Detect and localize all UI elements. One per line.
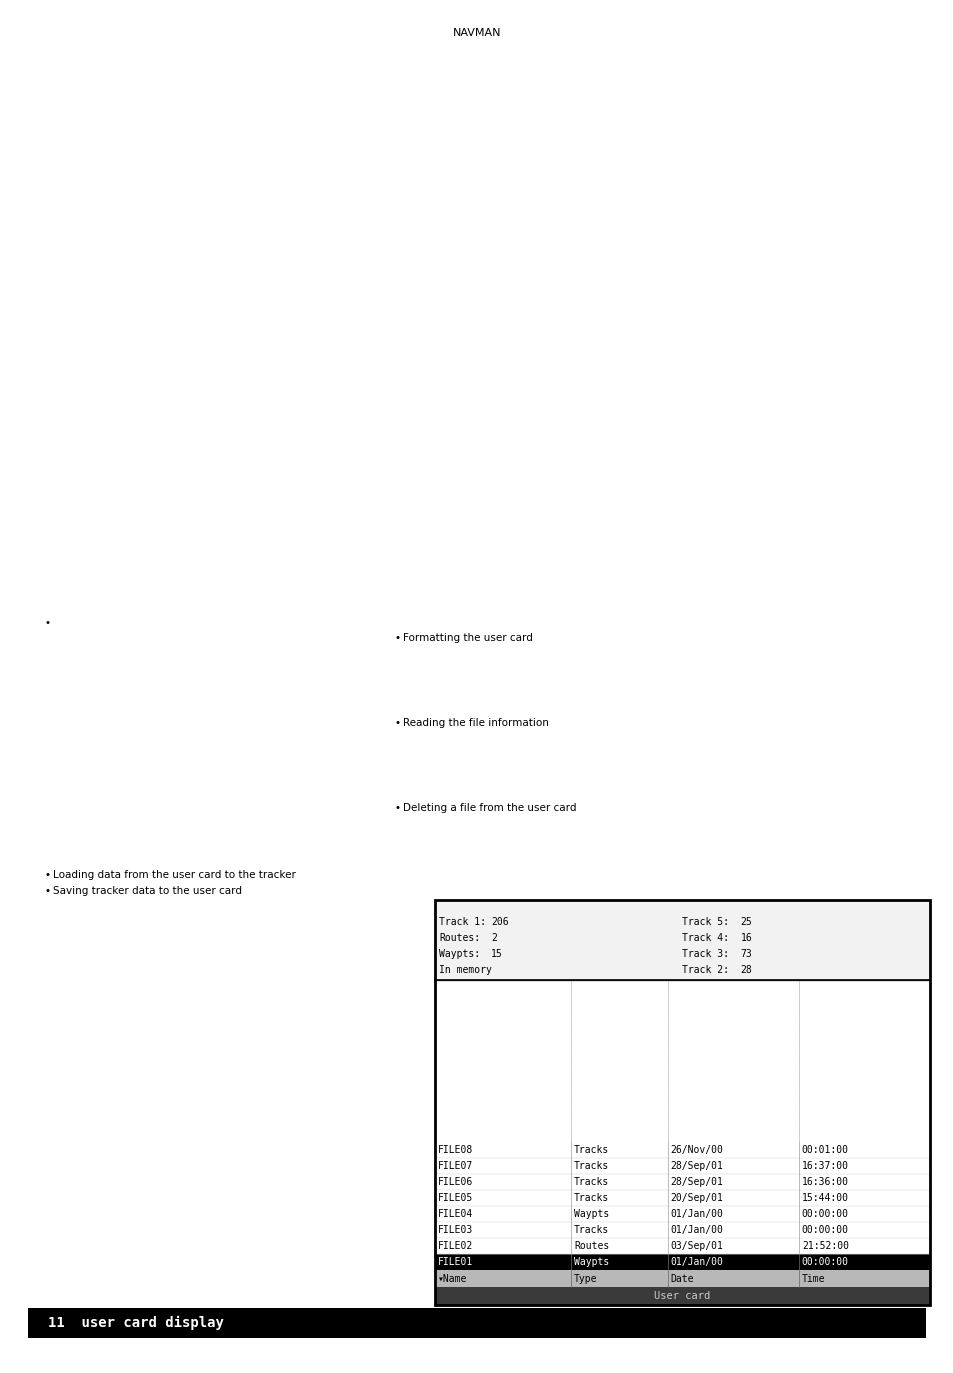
Text: FILE06: FILE06 (437, 1177, 473, 1188)
Text: Formatting the user card: Formatting the user card (402, 633, 533, 643)
Text: 73: 73 (740, 949, 752, 958)
Text: ▾Name: ▾Name (437, 1274, 467, 1284)
Text: Tracks: Tracks (574, 1177, 609, 1188)
Text: Loading data from the user card to the tracker: Loading data from the user card to the t… (53, 870, 295, 880)
Text: Reading the file information: Reading the file information (402, 718, 548, 728)
Text: 16: 16 (740, 934, 752, 943)
Text: Routes:: Routes: (438, 934, 479, 943)
Text: •: • (45, 618, 51, 627)
Bar (435, 1190, 929, 1205)
Text: FILE04: FILE04 (437, 1210, 473, 1219)
Text: Track 5:: Track 5: (681, 917, 729, 927)
Text: Tracks: Tracks (574, 1225, 609, 1234)
Text: •: • (45, 870, 51, 880)
Text: 16:36:00: 16:36:00 (801, 1177, 848, 1188)
Bar (435, 1070, 929, 1087)
Text: 15: 15 (491, 949, 502, 958)
Text: FILE02: FILE02 (437, 1241, 473, 1251)
Text: 28/Sep/01: 28/Sep/01 (670, 1177, 722, 1188)
Bar (435, 1174, 929, 1190)
Text: Track 2:: Track 2: (681, 965, 729, 975)
Text: 2: 2 (491, 934, 497, 943)
Bar (435, 1205, 929, 1222)
Text: 25: 25 (740, 917, 752, 927)
Bar (435, 1254, 929, 1270)
Bar (435, 1016, 929, 1034)
Bar (435, 899, 929, 980)
Text: Waypts: Waypts (574, 1210, 609, 1219)
Text: Saving tracker data to the user card: Saving tracker data to the user card (53, 886, 242, 897)
Text: FILE05: FILE05 (437, 1193, 473, 1203)
Bar (435, 899, 929, 1304)
Bar (435, 1287, 929, 1304)
Text: FILE08: FILE08 (437, 1145, 473, 1155)
Text: 26/Nov/00: 26/Nov/00 (670, 1145, 722, 1155)
Text: Deleting a file from the user card: Deleting a file from the user card (402, 803, 576, 813)
Bar (435, 1087, 929, 1107)
Text: Tracks: Tracks (574, 1193, 609, 1203)
Text: 15:44:00: 15:44:00 (801, 1193, 848, 1203)
Bar (435, 1270, 929, 1287)
Bar (435, 1052, 929, 1070)
Text: 21:52:00: 21:52:00 (801, 1241, 848, 1251)
Bar (435, 1107, 929, 1124)
Text: Routes: Routes (574, 1241, 609, 1251)
Text: FILE01: FILE01 (437, 1258, 473, 1267)
Text: Time: Time (801, 1274, 824, 1284)
Text: Tracks: Tracks (574, 1162, 609, 1171)
Text: Track 1:: Track 1: (438, 917, 485, 927)
Bar (435, 998, 929, 1016)
Text: FILE07: FILE07 (437, 1162, 473, 1171)
Bar (28, 1308, 925, 1339)
Bar (435, 1157, 929, 1174)
Text: Type: Type (574, 1274, 597, 1284)
Text: 28/Sep/01: 28/Sep/01 (670, 1162, 722, 1171)
Bar (435, 1142, 929, 1157)
Text: 00:00:00: 00:00:00 (801, 1258, 848, 1267)
Bar (435, 1238, 929, 1254)
Text: 03/Sep/01: 03/Sep/01 (670, 1241, 722, 1251)
Text: •: • (395, 633, 400, 643)
Text: 01/Jan/00: 01/Jan/00 (670, 1258, 722, 1267)
Text: Track 3:: Track 3: (681, 949, 729, 958)
Bar (435, 1034, 929, 1052)
Bar (435, 980, 929, 998)
Text: 00:01:00: 00:01:00 (801, 1145, 848, 1155)
Text: Waypts: Waypts (574, 1258, 609, 1267)
Text: 206: 206 (491, 917, 508, 927)
Text: 20/Sep/01: 20/Sep/01 (670, 1193, 722, 1203)
Text: 16:37:00: 16:37:00 (801, 1162, 848, 1171)
Text: FILE03: FILE03 (437, 1225, 473, 1234)
Text: 00:00:00: 00:00:00 (801, 1210, 848, 1219)
Text: •: • (45, 886, 51, 897)
Text: 00:00:00: 00:00:00 (801, 1225, 848, 1234)
Bar (435, 1124, 929, 1142)
Text: Track 4:: Track 4: (681, 934, 729, 943)
Text: NAVMAN: NAVMAN (453, 27, 500, 38)
Text: •: • (395, 718, 400, 728)
Text: 11  user card display: 11 user card display (48, 1315, 224, 1330)
Text: 01/Jan/00: 01/Jan/00 (670, 1225, 722, 1234)
Bar (435, 1222, 929, 1238)
Text: Tracks: Tracks (574, 1145, 609, 1155)
Text: User card: User card (654, 1291, 710, 1302)
Text: 28: 28 (740, 965, 752, 975)
Text: 01/Jan/00: 01/Jan/00 (670, 1210, 722, 1219)
Text: •: • (395, 803, 400, 813)
Text: In memory: In memory (438, 965, 492, 975)
Text: Date: Date (670, 1274, 694, 1284)
Text: Waypts:: Waypts: (438, 949, 479, 958)
